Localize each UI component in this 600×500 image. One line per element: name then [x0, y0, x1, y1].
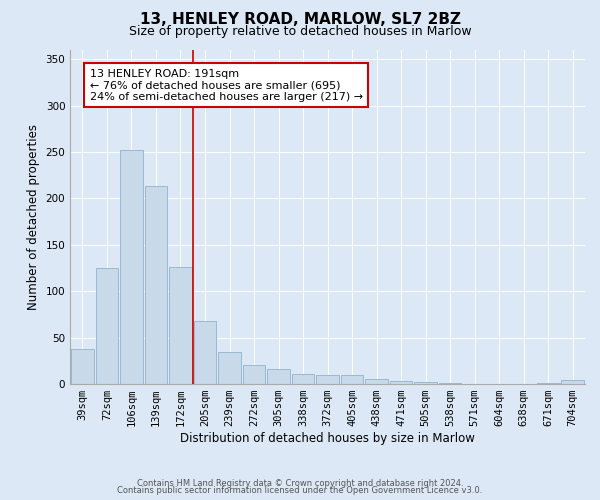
Text: Contains public sector information licensed under the Open Government Licence v3: Contains public sector information licen… — [118, 486, 482, 495]
Bar — [120, 150, 143, 384]
Bar — [341, 375, 364, 384]
Bar — [218, 352, 241, 384]
Bar — [267, 369, 290, 384]
Bar — [71, 349, 94, 384]
Text: 13, HENLEY ROAD, MARLOW, SL7 2BZ: 13, HENLEY ROAD, MARLOW, SL7 2BZ — [139, 12, 461, 28]
Bar — [365, 378, 388, 384]
Bar — [145, 186, 167, 384]
Bar — [562, 380, 584, 384]
Bar — [243, 364, 265, 384]
Bar — [194, 321, 216, 384]
Bar — [415, 382, 437, 384]
Text: Size of property relative to detached houses in Marlow: Size of property relative to detached ho… — [128, 25, 472, 38]
Bar — [169, 267, 192, 384]
Text: Contains HM Land Registry data © Crown copyright and database right 2024.: Contains HM Land Registry data © Crown c… — [137, 478, 463, 488]
Y-axis label: Number of detached properties: Number of detached properties — [27, 124, 40, 310]
Bar — [439, 383, 461, 384]
Text: 13 HENLEY ROAD: 191sqm
← 76% of detached houses are smaller (695)
24% of semi-de: 13 HENLEY ROAD: 191sqm ← 76% of detached… — [90, 68, 363, 102]
Bar — [95, 268, 118, 384]
Bar — [537, 383, 560, 384]
Bar — [316, 375, 339, 384]
Bar — [390, 382, 412, 384]
Bar — [292, 374, 314, 384]
X-axis label: Distribution of detached houses by size in Marlow: Distribution of detached houses by size … — [180, 432, 475, 445]
